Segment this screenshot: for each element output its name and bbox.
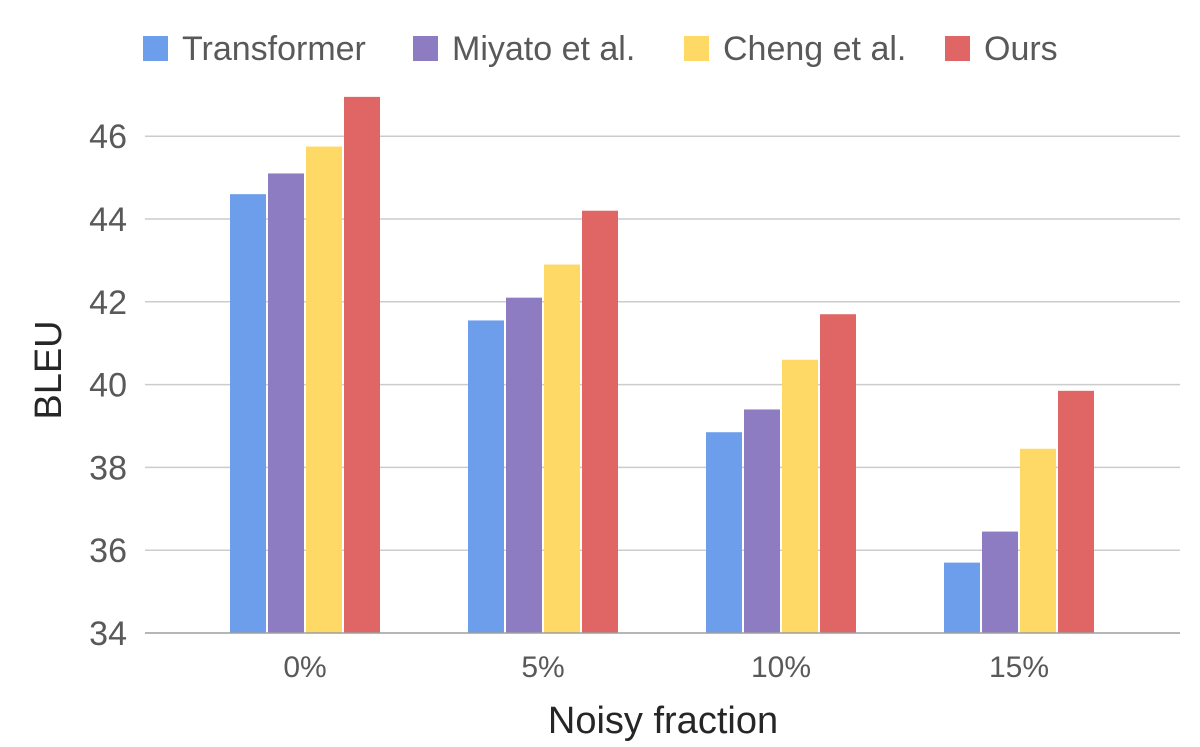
y-tick-label: 36 xyxy=(89,532,127,570)
legend-label: Transformer xyxy=(182,30,366,68)
x-tick-label: 0% xyxy=(283,651,326,684)
legend-label: Ours xyxy=(984,30,1058,68)
bar-cheng-et-al-5pct xyxy=(544,264,580,633)
bar-miyato-et-al-10pct xyxy=(744,409,780,633)
bar-miyato-et-al-0pct xyxy=(268,173,304,633)
legend-swatch xyxy=(684,36,709,61)
y-tick-label: 46 xyxy=(89,118,127,156)
legend-swatch xyxy=(413,36,438,61)
legend-item: Ours xyxy=(945,30,1058,68)
bar-ours-0pct xyxy=(344,96,380,634)
bar-miyato-et-al-5pct xyxy=(506,297,542,633)
y-tick-label: 34 xyxy=(89,615,127,653)
bars xyxy=(230,96,1094,634)
y-tick-label: 44 xyxy=(89,201,127,239)
bar-transformer-10pct xyxy=(706,432,742,633)
y-tick-label: 42 xyxy=(89,284,127,322)
bar-miyato-et-al-15pct xyxy=(982,531,1018,633)
y-axis-title: BLEU xyxy=(28,320,70,419)
legend-swatch xyxy=(945,36,970,61)
bar-cheng-et-al-0pct xyxy=(306,146,342,634)
legend-label: Cheng et al. xyxy=(723,30,906,68)
bar-transformer-5pct xyxy=(468,320,504,633)
x-axis-ticks: 0% 5% 10% 15% xyxy=(283,651,1049,684)
bar-transformer-0pct xyxy=(230,194,266,633)
legend-item: Cheng et al. xyxy=(684,30,906,68)
legend-item: Miyato et al. xyxy=(413,30,635,68)
x-tick-label: 15% xyxy=(989,651,1049,684)
y-tick-label: 40 xyxy=(89,367,127,405)
bar-ours-10pct xyxy=(820,314,856,633)
legend-swatch xyxy=(143,36,168,61)
bar-cheng-et-al-10pct xyxy=(782,359,818,633)
y-tick-label: 38 xyxy=(89,449,127,487)
x-tick-label: 10% xyxy=(751,651,811,684)
bar-cheng-et-al-15pct xyxy=(1020,448,1056,633)
legend-item: Transformer xyxy=(143,30,366,68)
x-axis-title: Noisy fraction xyxy=(548,700,778,742)
bar-transformer-15pct xyxy=(944,562,980,633)
legend-label: Miyato et al. xyxy=(452,30,635,68)
bar-ours-5pct xyxy=(582,210,618,633)
legend: Transformer Miyato et al. Cheng et al. Ours xyxy=(143,30,1058,68)
y-axis-ticks: 34 36 38 40 42 44 46 xyxy=(89,118,127,653)
x-tick-label: 5% xyxy=(521,651,564,684)
bar-ours-15pct xyxy=(1058,390,1094,633)
